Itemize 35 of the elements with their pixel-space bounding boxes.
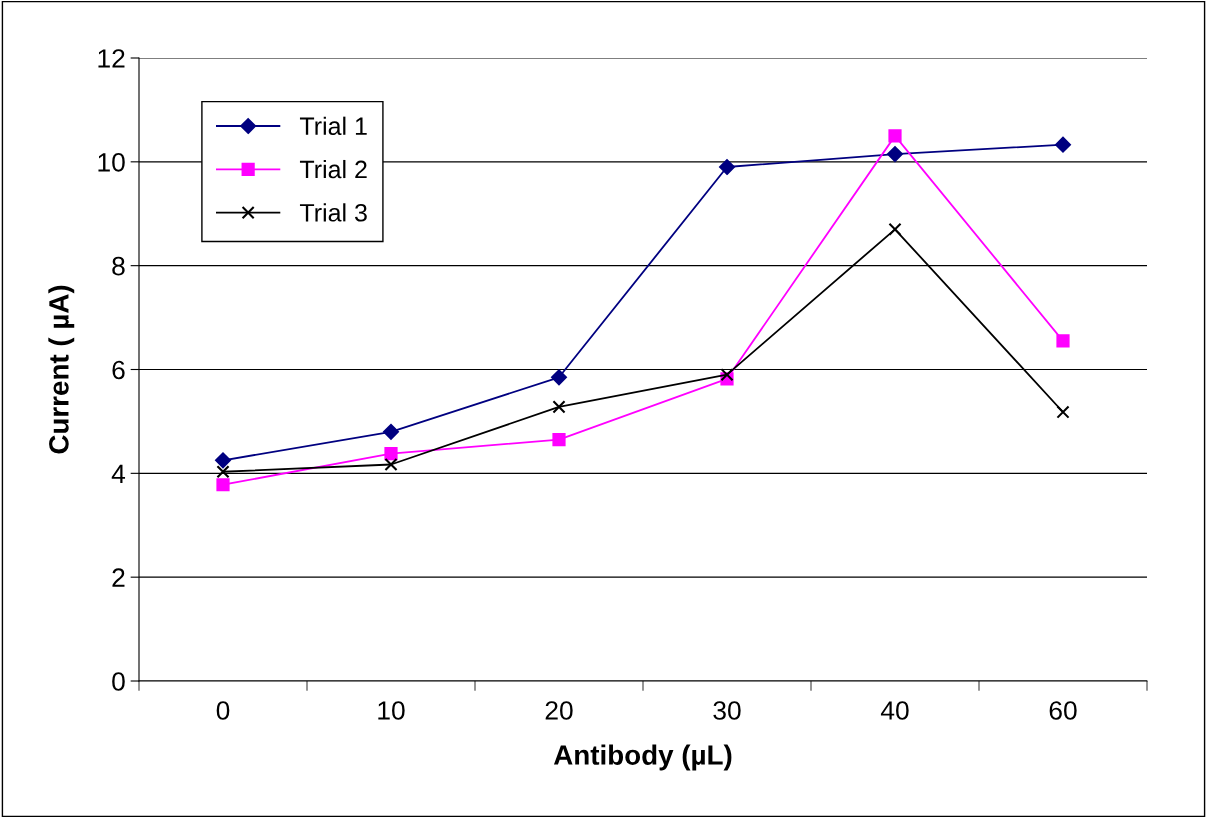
point [216,465,230,479]
y-tick-label: 4 [111,464,126,483]
y-tick-label: 0 [112,672,125,691]
y-tick-label: 8 [112,256,125,276]
point [1055,136,1071,153]
y-tick-label: 10 [98,152,125,172]
point [215,452,231,469]
x-tick-label: 40 [880,701,909,720]
y-tick-label: 6 [112,360,125,380]
point [888,222,902,236]
x-tick-label: 20 [545,701,573,720]
point [719,159,735,175]
point [216,478,230,492]
legend-label: Trial 1 [299,116,367,136]
x-tick-label: 30 [713,701,741,720]
y-axis-title: Current ( µA) [48,285,75,454]
point [1056,334,1070,348]
point [887,146,903,162]
x-tick-label: 0 [216,701,230,720]
x-tick-label: 10 [378,701,405,720]
point [1056,405,1070,419]
point [551,369,567,386]
point [384,457,398,472]
x-tick-label: 60 [1049,701,1077,720]
point [383,423,399,440]
x-axis-title: Antibody (µL) [553,744,732,771]
legend-label: Trial 3 [299,203,367,222]
point [552,432,566,447]
point [720,368,734,382]
y-tick-label: 2 [112,568,125,587]
point [552,400,566,414]
legend-label: Trial 2 [299,159,367,179]
y-tick-label: 12 [98,49,125,68]
point [384,447,398,461]
point [888,129,902,143]
